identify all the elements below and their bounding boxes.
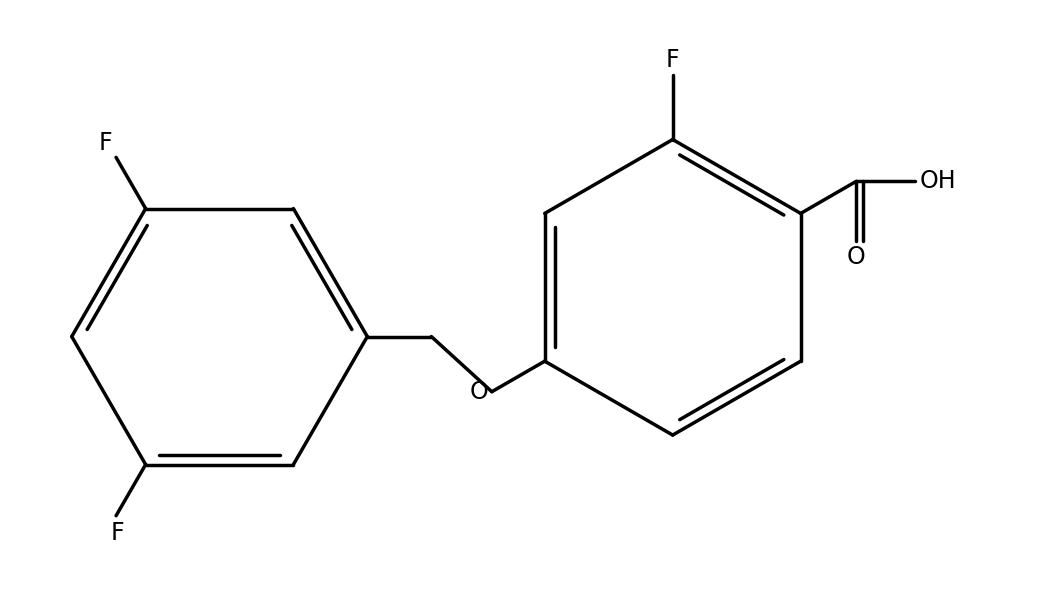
Text: O: O bbox=[847, 246, 865, 270]
Text: OH: OH bbox=[919, 169, 956, 193]
Text: F: F bbox=[666, 47, 679, 72]
Text: F: F bbox=[99, 131, 112, 155]
Text: F: F bbox=[110, 521, 124, 545]
Text: O: O bbox=[469, 379, 488, 404]
